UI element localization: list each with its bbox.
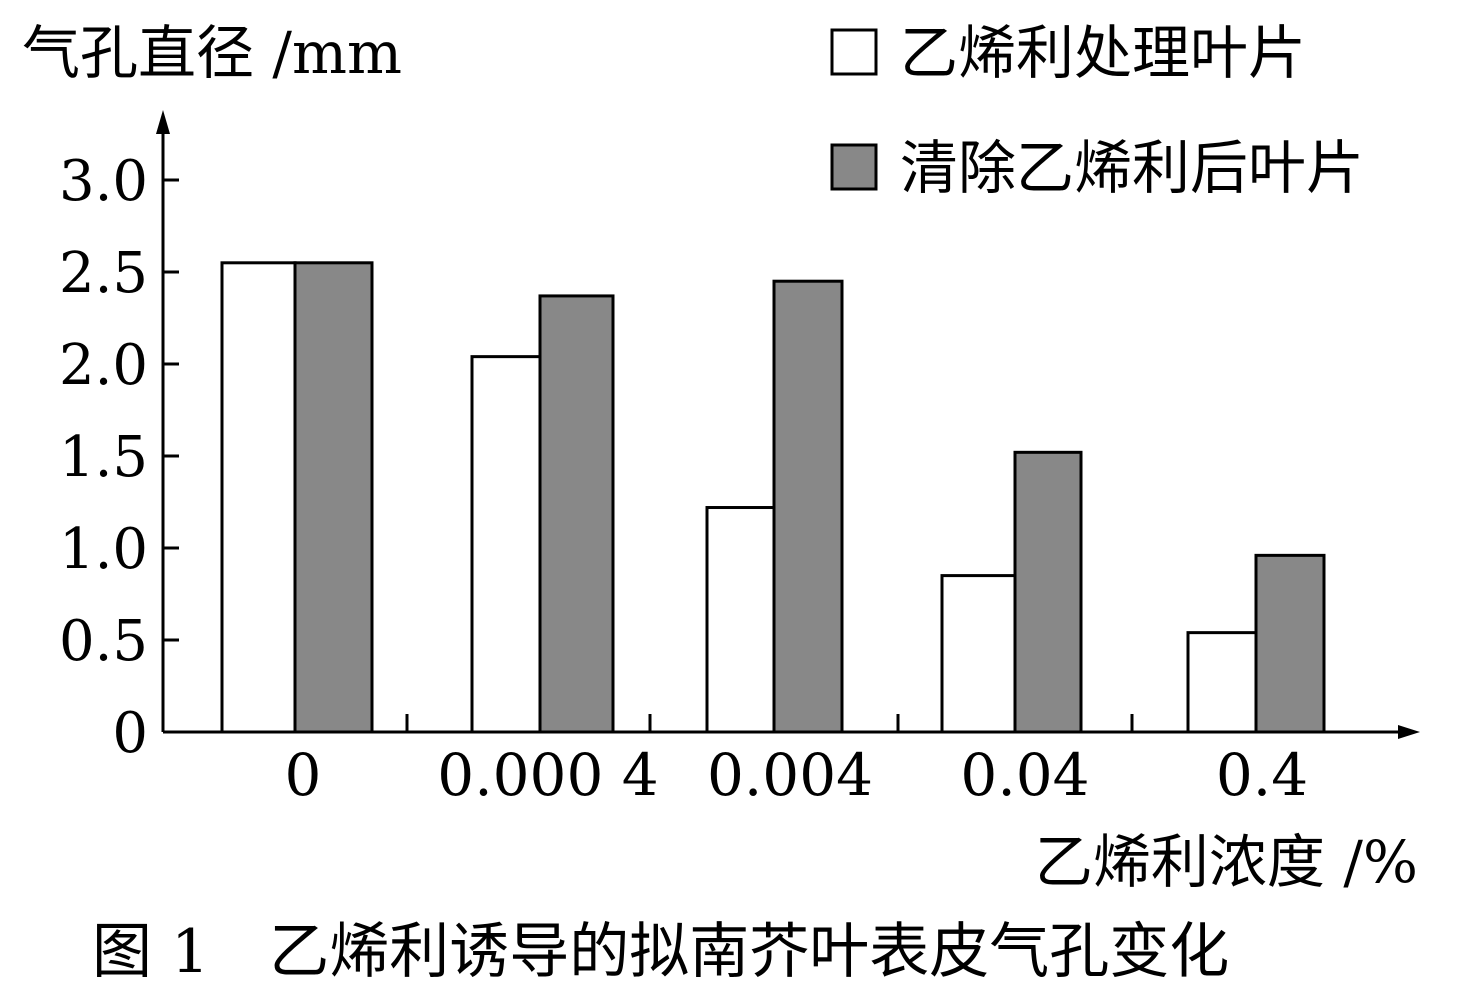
- y-tick-label: 3.0: [59, 149, 148, 214]
- x-tick-label: 0.04: [960, 741, 1089, 809]
- legend-swatch-treated: [830, 28, 878, 76]
- bar-cleared: [293, 261, 374, 734]
- x-tick-label: 0.004: [707, 741, 873, 809]
- y-tick-label: 2.5: [59, 241, 148, 306]
- y-axis-label: 气孔直径 /mm: [22, 19, 402, 87]
- x-tick-label: 0.4: [1216, 741, 1308, 809]
- tick-labels: 0 0.5 1.0 1.5 2.0 2.5 3.0 0 0.000 4 0.004 0.04 0.4: [59, 149, 1308, 809]
- x-tick-label: 0.000 4: [437, 741, 658, 809]
- legend-swatch-cleared: [830, 143, 878, 191]
- legend-label-cleared: 清除乙烯利后叶片: [900, 134, 1364, 202]
- bar-treated: [705, 506, 776, 734]
- bar-cleared: [1013, 450, 1083, 734]
- legend: 乙烯利处理叶片 清除乙烯利后叶片: [830, 19, 1364, 202]
- y-tick-label: 1.5: [59, 425, 148, 490]
- y-tick-label: 0: [112, 701, 148, 766]
- legend-label-treated: 乙烯利处理叶片: [900, 19, 1306, 87]
- bar-treated: [1186, 631, 1258, 734]
- x-axis-label: 乙烯利浓度 /%: [1035, 828, 1418, 896]
- figure-caption: 图 1 乙烯利诱导的拟南芥叶表皮气孔变化: [92, 917, 1229, 987]
- x-tick-label: 0: [285, 741, 322, 809]
- bar-cleared: [1254, 553, 1326, 734]
- y-tick-label: 0.5: [59, 609, 148, 674]
- bar-cleared: [772, 279, 844, 734]
- bar-cleared: [538, 294, 615, 734]
- bar-treated: [940, 574, 1017, 734]
- bar-treated: [220, 261, 297, 734]
- bars: [220, 261, 1326, 734]
- x-axis-arrow: [1398, 725, 1420, 739]
- y-axis-arrow: [156, 110, 170, 134]
- y-tick-label: 1.0: [59, 517, 148, 582]
- bar-treated: [470, 355, 542, 734]
- y-tick-label: 2.0: [59, 333, 148, 398]
